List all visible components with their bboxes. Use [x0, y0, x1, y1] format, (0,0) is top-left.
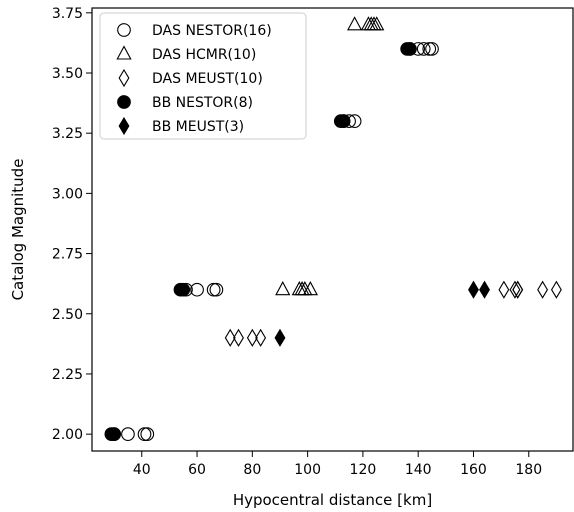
- x-tick-label: 40: [133, 462, 151, 478]
- x-tick-label: 140: [405, 462, 432, 478]
- legend-label: BB NESTOR(8): [152, 95, 253, 111]
- y-tick-label: 2.25: [52, 367, 83, 383]
- data-point: [346, 16, 363, 31]
- series-2-points: [224, 280, 562, 347]
- data-point: [224, 328, 236, 347]
- data-point: [107, 427, 121, 441]
- data-point: [509, 280, 521, 299]
- legend-label: BB MEUST(3): [152, 119, 244, 135]
- data-point: [140, 427, 155, 441]
- y-tick-label: 2.75: [52, 247, 83, 263]
- data-point: [209, 282, 224, 297]
- x-tick-label: 160: [460, 462, 487, 478]
- data-point: [403, 42, 417, 56]
- data-point: [498, 280, 510, 299]
- data-point: [275, 281, 291, 296]
- data-point: [512, 280, 524, 299]
- x-tick-label: 120: [350, 462, 377, 478]
- data-point: [206, 282, 221, 297]
- legend-marker: [117, 23, 131, 37]
- data-point: [422, 42, 437, 56]
- y-tick-label: 2.50: [52, 307, 83, 323]
- data-point: [190, 282, 204, 297]
- x-axis: 40 60 80 100 120 140 160 180: [133, 451, 542, 478]
- x-tick-label: 60: [188, 462, 206, 478]
- data-point: [468, 280, 479, 299]
- series-4-points: [274, 280, 490, 347]
- y-axis: 2.00 2.25 2.50 2.75 3.00 3.25 3.50 3.75: [52, 6, 92, 443]
- legend-box: [99, 12, 307, 140]
- data-point: [246, 328, 258, 347]
- y-tick-label: 3.75: [52, 6, 83, 22]
- y-tick-label: 3.50: [52, 66, 83, 82]
- x-tick-label: 80: [243, 462, 261, 478]
- y-tick-label: 3.25: [52, 126, 83, 142]
- legend: DAS NESTOR(16) DAS HCMR(10) DAS MEUST(10) B…: [99, 12, 307, 140]
- data-point: [416, 42, 431, 56]
- series-3-points: [104, 42, 417, 441]
- legend-marker: [118, 116, 130, 136]
- data-point: [137, 427, 152, 441]
- data-point: [369, 16, 385, 31]
- x-tick-label: 180: [515, 462, 542, 478]
- x-axis-label: Hypocentral distance [km]: [233, 491, 432, 509]
- data-point: [255, 328, 267, 347]
- data-point: [233, 328, 244, 347]
- legend-label: DAS NESTOR(16): [152, 23, 272, 39]
- plot-frame: [91, 7, 574, 452]
- data-point: [550, 280, 562, 299]
- legend-marker: [116, 45, 132, 60]
- data-point: [425, 42, 439, 56]
- data-point: [274, 328, 286, 347]
- plot-marks: [104, 16, 562, 441]
- legend-label: DAS HCMR(10): [152, 47, 256, 63]
- data-point: [537, 280, 549, 299]
- legend-marker: [117, 95, 131, 109]
- x-tick-label: 100: [294, 462, 321, 478]
- data-point: [176, 282, 191, 297]
- legend-marker: [118, 68, 130, 88]
- y-tick-label: 2.00: [52, 427, 83, 443]
- data-point: [302, 281, 319, 296]
- y-axis-label: Catalog Magnitude: [9, 159, 27, 301]
- data-point: [512, 280, 524, 299]
- legend-label: DAS MEUST(10): [152, 71, 263, 87]
- y-tick-label: 3.00: [52, 186, 83, 202]
- data-point: [479, 280, 490, 299]
- data-point: [336, 114, 351, 129]
- series-1-points: [275, 16, 385, 296]
- data-point: [121, 427, 135, 441]
